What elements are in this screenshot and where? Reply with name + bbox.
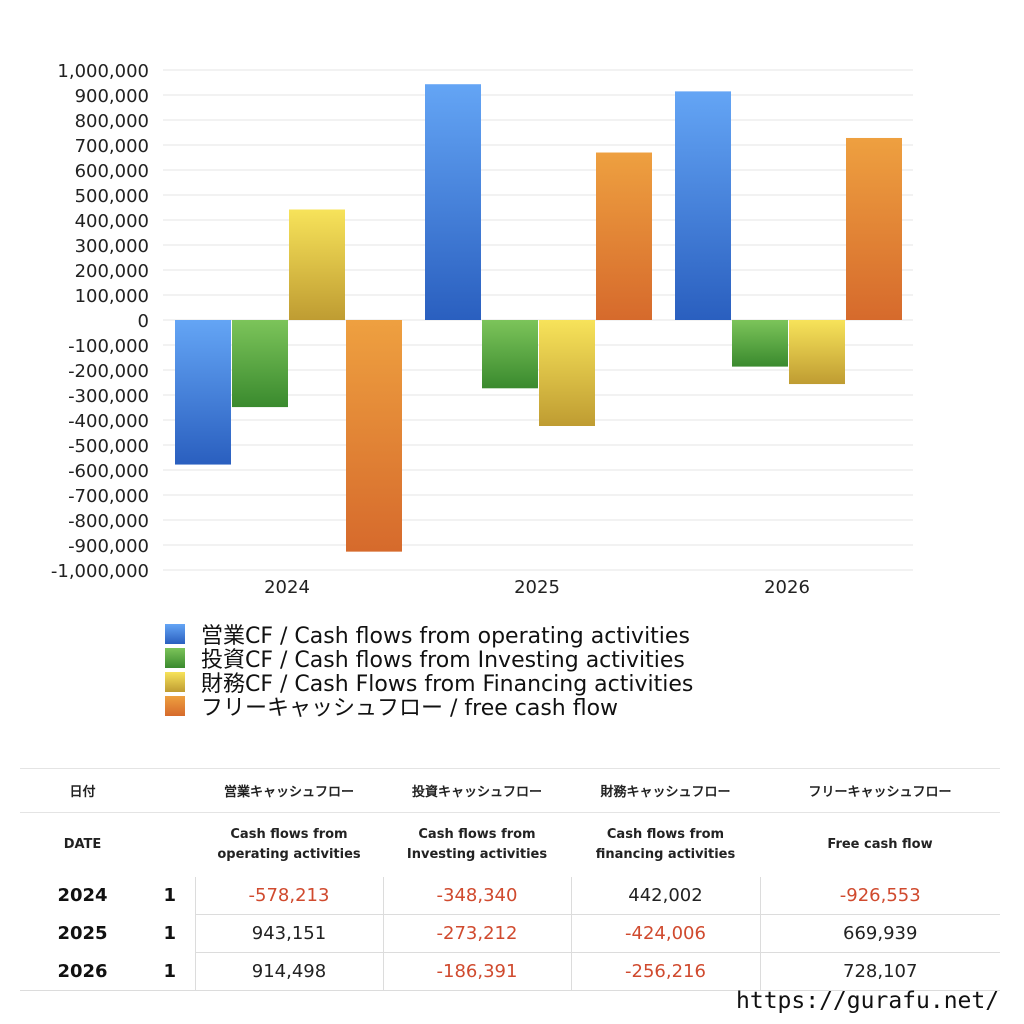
bar-series-4-2024 (346, 320, 402, 552)
table-cell: -348,340 (383, 877, 572, 915)
header-free-cf-jp: フリーキャッシュフロー (760, 768, 1000, 813)
y-tick-label: 800,000 (75, 111, 149, 132)
bar-series-3-2024 (289, 209, 345, 320)
table-cell: 442,002 (571, 877, 761, 915)
row-index: 1 (145, 914, 196, 953)
header-operating-en: Cash flows from operating activities (195, 812, 383, 877)
y-tick-label: 900,000 (75, 86, 149, 107)
bar-series-4-2026 (846, 137, 902, 320)
legend-label: 投資CF / Cash flows from Investing activit… (201, 648, 685, 673)
header-index-jp (145, 768, 195, 813)
table-cell: -926,553 (760, 877, 1000, 915)
table-row: 2026 1 914,498 -186,391 -256,216 728,107 (20, 952, 1000, 991)
y-tick-label: 200,000 (75, 261, 149, 282)
y-tick-label: -500,000 (68, 436, 149, 457)
y-axis-tick-labels: 1,000,000 900,000 800,000 700,000 600,000 500… (51, 61, 149, 582)
legend-item: フリーキャッシュフロー / free cash flow (165, 694, 693, 721)
table-cell: 943,151 (195, 914, 384, 953)
chart-legend: 営業CF / Cash flows from operating activit… (165, 622, 693, 721)
x-axis-tick-labels: 2024 2025 2026 (264, 577, 810, 598)
table-header-jp: 日付 営業キャッシュフロー 投資キャッシュフロー 財務キャッシュフロー フリーキ… (20, 768, 1000, 813)
y-tick-label: 400,000 (75, 211, 149, 232)
y-tick-label: -1,000,000 (51, 561, 149, 582)
header-free-cf-en: Free cash flow (760, 812, 1000, 877)
header-investing-jp: 投資キャッシュフロー (383, 768, 571, 813)
table-row: 2025 1 943,151 -273,212 -424,006 669,939 (20, 914, 1000, 953)
x-tick-label: 2026 (764, 577, 810, 598)
table-cell: 728,107 (760, 952, 1000, 991)
bar-series-4-2025 (596, 152, 652, 320)
y-tick-label: 500,000 (75, 186, 149, 207)
legend-item: 営業CF / Cash flows from operating activit… (165, 622, 693, 649)
header-operating-jp: 営業キャッシュフロー (195, 768, 383, 813)
row-index: 1 (145, 952, 196, 991)
y-tick-label: -600,000 (68, 461, 149, 482)
row-date: 2024 (57, 885, 108, 907)
x-tick-label: 2025 (514, 577, 560, 598)
header-financing-en: Cash flows from financing activities (571, 812, 760, 877)
table-cell: -578,213 (195, 877, 384, 915)
y-tick-label: 300,000 (75, 236, 149, 257)
legend-label: 財務CF / Cash Flows from Financing activit… (201, 672, 694, 697)
y-tick-label: -900,000 (68, 536, 149, 557)
header-date-jp: 日付 (20, 768, 145, 813)
y-tick-label: 700,000 (75, 136, 149, 157)
table-cell: -273,212 (383, 914, 572, 953)
cash-flow-bar-chart: 1,000,000 900,000 800,000 700,000 600,000 500… (51, 61, 913, 598)
legend-label: 営業CF / Cash flows from operating activit… (201, 624, 690, 649)
row-date: 2025 (57, 923, 108, 944)
legend-label: フリーキャッシュフロー / free cash flow (201, 696, 619, 721)
table-cell: -424,006 (571, 914, 761, 953)
bar-series-2-2024 (232, 320, 288, 408)
cash-flow-table: 日付 営業キャッシュフロー 投資キャッシュフロー 財務キャッシュフロー フリーキ… (20, 768, 1000, 991)
legend-swatch (165, 624, 185, 644)
y-tick-label: -300,000 (68, 386, 149, 407)
legend-swatch (165, 672, 185, 692)
y-tick-label: -200,000 (68, 361, 149, 382)
bars (175, 84, 902, 552)
legend-swatch (165, 696, 185, 716)
y-tick-label: -100,000 (68, 336, 149, 357)
y-tick-label: -400,000 (68, 411, 149, 432)
y-tick-label: -700,000 (68, 486, 149, 507)
y-tick-label: 0 (138, 311, 149, 332)
legend-item: 財務CF / Cash Flows from Financing activit… (165, 670, 693, 697)
bar-series-3-2026 (789, 320, 845, 385)
y-tick-label: 600,000 (75, 161, 149, 182)
bar-series-1-2024 (175, 320, 231, 465)
row-date: 2026 (20, 952, 145, 991)
legend-swatch (165, 648, 185, 668)
y-tick-label: -800,000 (68, 511, 149, 532)
header-financing-jp: 財務キャッシュフロー (571, 768, 760, 813)
y-tick-label: 1,000,000 (57, 61, 149, 82)
table-header-en: DATE Cash flows from operating activitie… (20, 812, 1000, 877)
source-url[interactable]: https://gurafu.net/ (736, 988, 1000, 1014)
table-cell: -186,391 (383, 952, 572, 991)
header-date-en: DATE (20, 812, 145, 877)
bar-series-2-2025 (482, 320, 538, 389)
table-cell: 914,498 (195, 952, 384, 991)
table-row: 2024 1 -578,213 -348,340 442,002 -926,553 (20, 877, 1000, 915)
header-investing-en: Cash flows from Investing activities (383, 812, 571, 877)
bar-series-3-2025 (539, 320, 595, 427)
bar-series-2-2026 (732, 320, 788, 367)
y-tick-label: 100,000 (75, 286, 149, 307)
header-index-en (145, 812, 195, 877)
x-tick-label: 2024 (264, 577, 310, 598)
legend-item: 投資CF / Cash flows from Investing activit… (165, 646, 693, 673)
row-index: 1 (145, 877, 196, 915)
table-cell: 669,939 (760, 914, 1000, 953)
bar-series-1-2026 (675, 91, 731, 320)
bar-series-1-2025 (425, 84, 481, 320)
table-cell: -256,216 (571, 952, 761, 991)
